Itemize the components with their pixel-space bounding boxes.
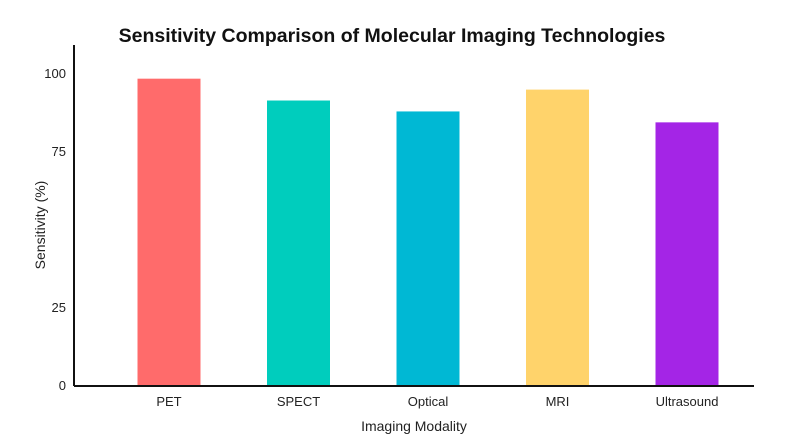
x-axis-title: Imaging Modality <box>361 418 467 434</box>
x-tick-label-mri: MRI <box>546 394 570 409</box>
bar-pet <box>137 78 201 387</box>
y-ticks-layer: 0 25 75 100 <box>44 66 66 393</box>
x-tick-label-pet: PET <box>156 394 181 409</box>
x-tick-label-optical: Optical <box>408 394 449 409</box>
bar-optical <box>396 111 460 386</box>
y-tick-label-0: 0 <box>59 378 66 393</box>
y-tick-label-25: 25 <box>52 300 66 315</box>
bars-layer <box>137 78 719 387</box>
y-tick-label-75: 75 <box>52 144 66 159</box>
y-axis-title: Sensitivity (%) <box>32 181 48 270</box>
x-tick-label-ultrasound: Ultrasound <box>656 394 719 409</box>
bar-mri <box>526 89 589 386</box>
x-tick-label-spect: SPECT <box>277 394 320 409</box>
bar-spect <box>267 100 330 387</box>
x-ticks-layer: PET SPECT Optical MRI Ultrasound <box>156 394 718 409</box>
y-tick-label-100: 100 <box>44 66 66 81</box>
bar-ultrasound <box>655 122 719 387</box>
chart-title: Sensitivity Comparison of Molecular Imag… <box>119 25 666 47</box>
